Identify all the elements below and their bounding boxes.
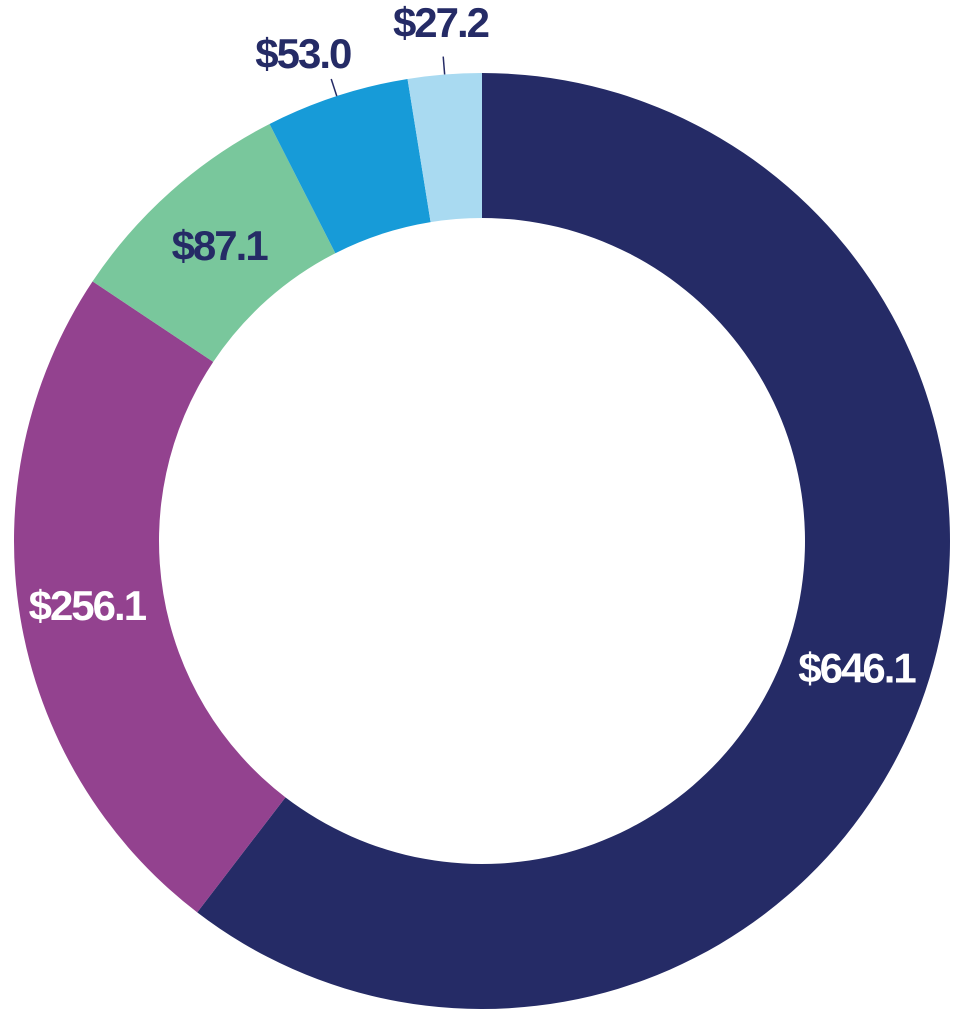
leader-line-3 [331,79,337,96]
donut-slices [14,73,950,1009]
leader-line-4 [443,57,444,75]
slice-label-0: $646.1 [798,645,916,692]
slice-label-4: $27.2 [393,0,489,46]
slice-label-2: $87.1 [172,222,269,269]
slice-label-3: $53.0 [255,30,351,77]
slice-label-1: $256.1 [29,582,147,629]
